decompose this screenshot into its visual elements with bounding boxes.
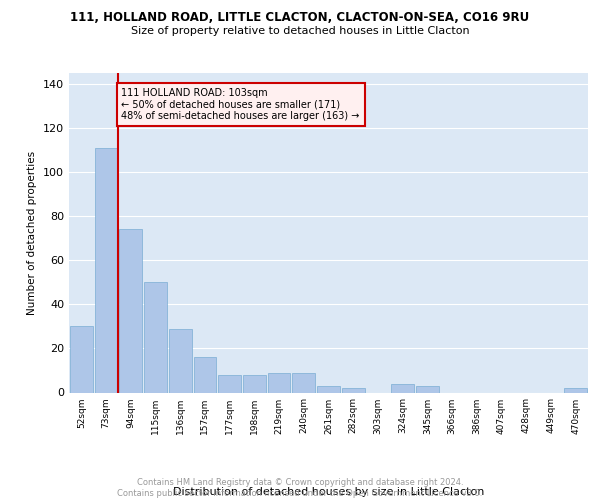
Bar	[95, 148, 118, 392]
Bar	[169, 328, 191, 392]
Bar	[342, 388, 365, 392]
Bar	[268, 372, 290, 392]
Bar	[564, 388, 587, 392]
Bar	[144, 282, 167, 393]
Text: 111, HOLLAND ROAD, LITTLE CLACTON, CLACTON-ON-SEA, CO16 9RU: 111, HOLLAND ROAD, LITTLE CLACTON, CLACT…	[70, 11, 530, 24]
Text: Size of property relative to detached houses in Little Clacton: Size of property relative to detached ho…	[131, 26, 469, 36]
Bar	[194, 357, 216, 392]
Bar	[119, 229, 142, 392]
Bar	[391, 384, 414, 392]
Text: 111 HOLLAND ROAD: 103sqm
← 50% of detached houses are smaller (171)
48% of semi-: 111 HOLLAND ROAD: 103sqm ← 50% of detach…	[121, 88, 360, 121]
Bar	[292, 372, 315, 392]
Text: Contains HM Land Registry data © Crown copyright and database right 2024.
Contai: Contains HM Land Registry data © Crown c…	[118, 478, 482, 498]
Bar	[416, 386, 439, 392]
Bar	[218, 375, 241, 392]
X-axis label: Distribution of detached houses by size in Little Clacton: Distribution of detached houses by size …	[173, 486, 484, 496]
Y-axis label: Number of detached properties: Number of detached properties	[28, 150, 37, 314]
Bar	[317, 386, 340, 392]
Bar	[243, 375, 266, 392]
Bar	[70, 326, 93, 392]
